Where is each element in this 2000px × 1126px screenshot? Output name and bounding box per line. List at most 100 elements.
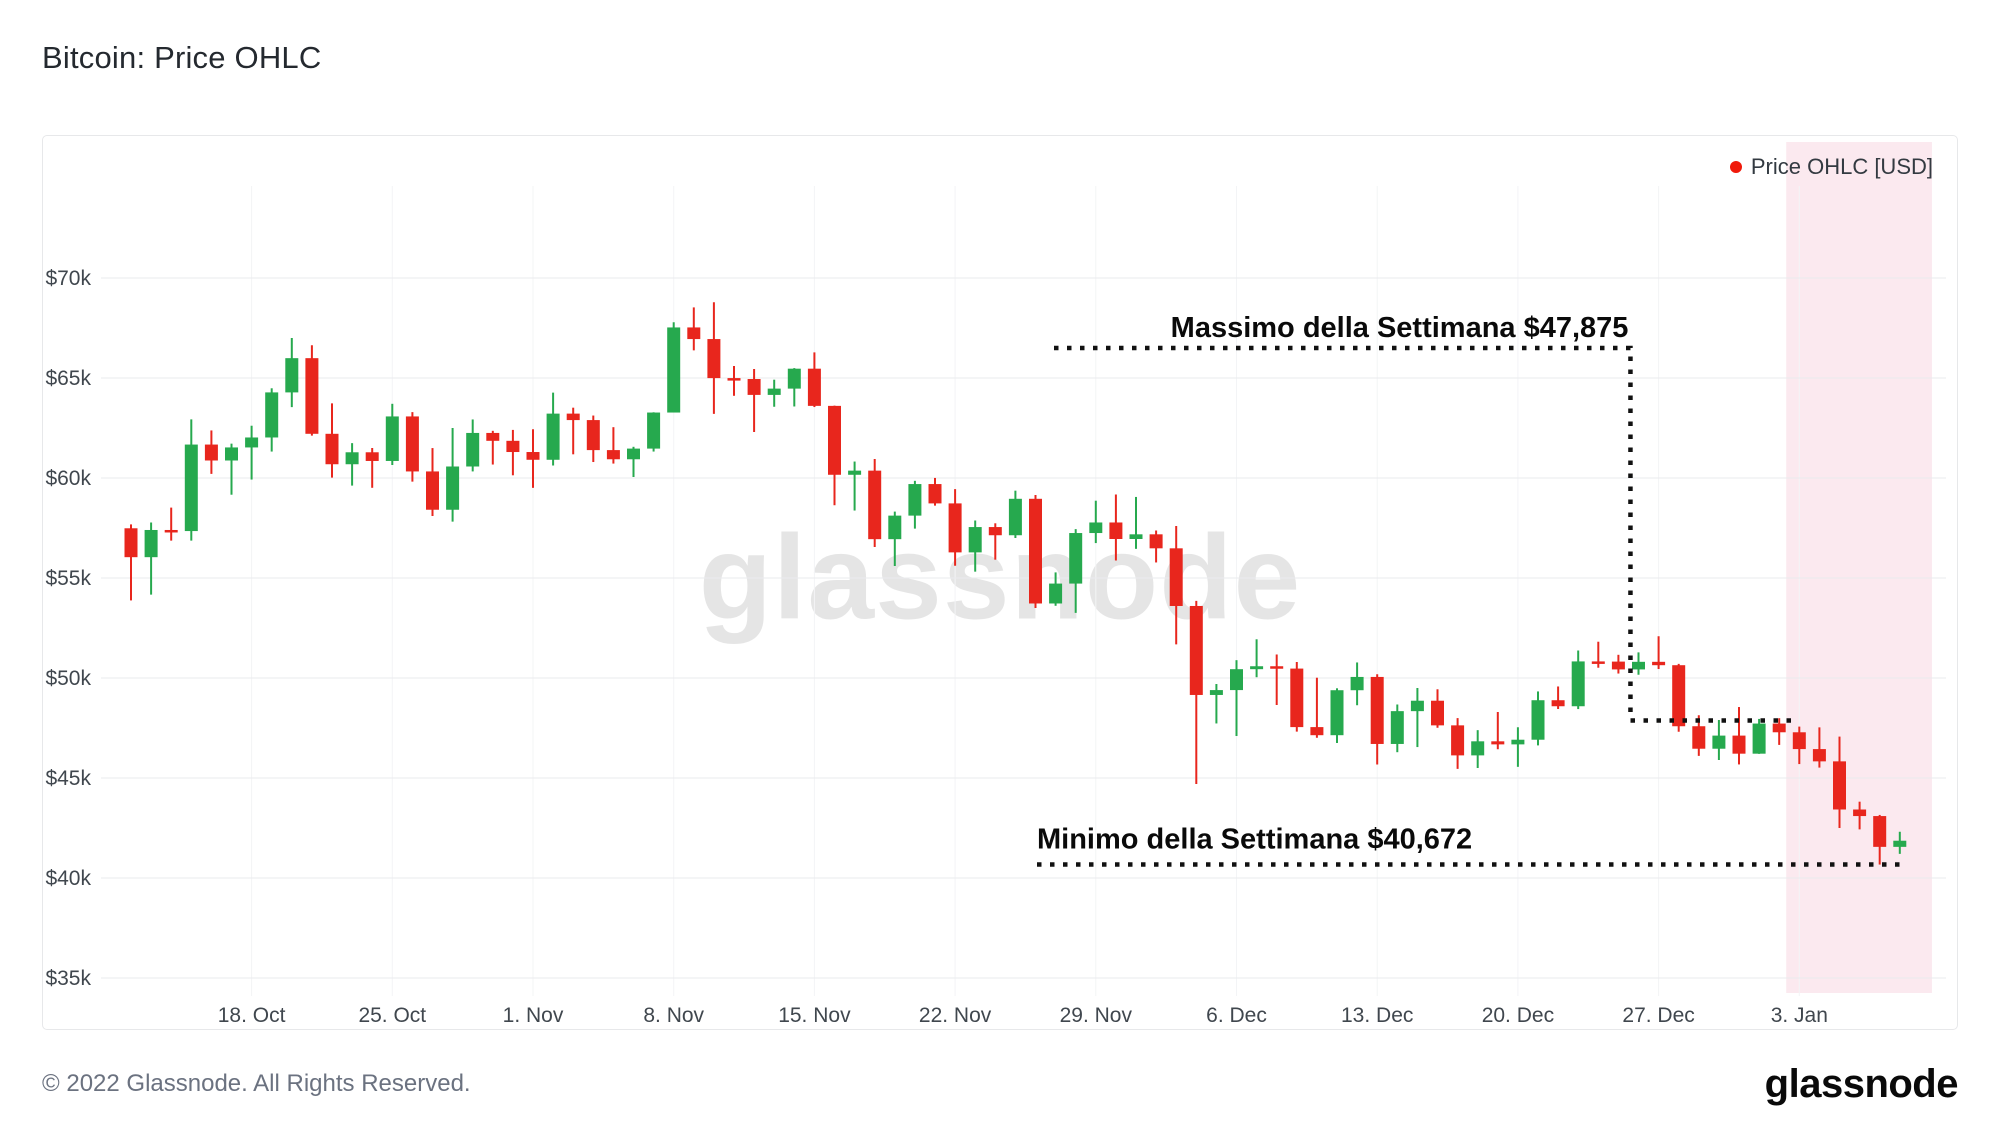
- candle-body[interactable]: [405, 416, 419, 472]
- candle-body[interactable]: [526, 452, 540, 460]
- candle-body[interactable]: [486, 432, 500, 441]
- candle-body[interactable]: [1049, 583, 1063, 604]
- candle-body[interactable]: [1149, 534, 1163, 549]
- highlight-week-band: [1786, 142, 1932, 993]
- candle-body[interactable]: [908, 484, 922, 516]
- candle-body[interactable]: [546, 413, 560, 460]
- candle-body[interactable]: [225, 447, 238, 461]
- candle-body[interactable]: [1772, 723, 1786, 733]
- candle-body[interactable]: [1873, 816, 1887, 847]
- candle-body[interactable]: [345, 452, 359, 465]
- candle-body[interactable]: [1129, 534, 1143, 539]
- candle-body[interactable]: [446, 466, 460, 510]
- max-week-annotation-label: Massimo della Settimana $47,875: [1171, 312, 1629, 344]
- candle-body[interactable]: [1451, 725, 1465, 756]
- candle-body[interactable]: [1853, 809, 1867, 817]
- y-axis-tick-label: $45k: [45, 767, 91, 790]
- candle-body[interactable]: [1752, 723, 1766, 754]
- candle-body[interactable]: [667, 327, 681, 413]
- candle-body[interactable]: [1230, 669, 1243, 691]
- candle-body[interactable]: [1109, 522, 1123, 539]
- candle-body[interactable]: [747, 379, 761, 395]
- y-axis-tick-label: $70k: [45, 267, 91, 290]
- candle-body[interactable]: [144, 529, 158, 558]
- candle-body[interactable]: [1290, 668, 1304, 728]
- candle-body[interactable]: [1410, 700, 1424, 712]
- candle-body[interactable]: [1209, 690, 1223, 695]
- candle-body[interactable]: [1632, 661, 1645, 670]
- candle-body[interactable]: [828, 405, 841, 475]
- candle-body[interactable]: [968, 527, 982, 553]
- candle-body[interactable]: [1008, 498, 1022, 536]
- candle-body[interactable]: [606, 450, 620, 460]
- candle-body[interactable]: [1431, 700, 1444, 726]
- footer: © 2022 Glassnode. All Rights Reserved. g…: [42, 1058, 1959, 1110]
- candle-body[interactable]: [1672, 665, 1686, 727]
- candle-body[interactable]: [1792, 732, 1806, 750]
- candle-body[interactable]: [1089, 522, 1103, 534]
- candle-body[interactable]: [305, 358, 319, 434]
- candle-body[interactable]: [124, 528, 138, 558]
- candle-body[interactable]: [1551, 700, 1565, 707]
- min-week-annotation-label: Minimo della Settimana $40,672: [1037, 824, 1472, 856]
- candle-body[interactable]: [1531, 700, 1545, 740]
- candle-body[interactable]: [1732, 735, 1746, 754]
- candle-body[interactable]: [1270, 666, 1284, 669]
- candle-body[interactable]: [385, 416, 399, 461]
- candle-body[interactable]: [1350, 676, 1364, 691]
- candle-body[interactable]: [1833, 761, 1846, 810]
- candle-body[interactable]: [325, 433, 339, 465]
- candle-body[interactable]: [184, 444, 198, 532]
- candle-body[interactable]: [1491, 741, 1505, 745]
- candle-body[interactable]: [928, 484, 942, 504]
- candle-body[interactable]: [1390, 711, 1404, 744]
- candle-body[interactable]: [787, 368, 801, 389]
- candle-body[interactable]: [707, 339, 721, 379]
- candle-body[interactable]: [506, 440, 520, 453]
- candle-body[interactable]: [1471, 741, 1485, 756]
- candle-body[interactable]: [1330, 690, 1344, 736]
- candle-body[interactable]: [647, 412, 661, 449]
- candle-body[interactable]: [1310, 727, 1324, 736]
- candle-body[interactable]: [1250, 666, 1264, 670]
- candle-body[interactable]: [767, 388, 781, 395]
- candle-body[interactable]: [1591, 661, 1605, 664]
- candle-body[interactable]: [1370, 676, 1384, 744]
- candle-body[interactable]: [1611, 661, 1625, 670]
- candle-body[interactable]: [365, 452, 379, 461]
- x-axis-tick-label: 27. Dec: [1622, 1004, 1694, 1027]
- candle-body[interactable]: [848, 470, 862, 475]
- candle-body[interactable]: [285, 358, 299, 393]
- candle-body[interactable]: [1571, 661, 1585, 707]
- candle-body[interactable]: [164, 529, 178, 533]
- candle-body[interactable]: [627, 448, 640, 460]
- candle-body[interactable]: [566, 413, 580, 421]
- candle-body[interactable]: [466, 432, 480, 467]
- candle-body[interactable]: [687, 327, 701, 340]
- candle-body[interactable]: [1712, 735, 1726, 749]
- candle-body[interactable]: [426, 471, 439, 510]
- candle-body[interactable]: [1652, 661, 1666, 666]
- candle-body[interactable]: [1029, 498, 1042, 604]
- candle-body[interactable]: [807, 368, 821, 406]
- candle-body[interactable]: [1893, 840, 1907, 847]
- ohlc-chart[interactable]: 18. Oct 25. Oct 1. Nov 8. Nov 15. Nov 22. Nov…: [43, 136, 1957, 1029]
- candle-body[interactable]: [1069, 533, 1083, 584]
- candle-body[interactable]: [1692, 726, 1706, 749]
- candle-body[interactable]: [265, 392, 279, 438]
- candle-body[interactable]: [727, 378, 741, 381]
- candle-body[interactable]: [1169, 548, 1183, 606]
- candle-body[interactable]: [988, 527, 1002, 536]
- candle-body[interactable]: [888, 515, 902, 540]
- candle-body[interactable]: [204, 444, 218, 461]
- candle-body[interactable]: [948, 503, 962, 553]
- page-title: Bitcoin: Price OHLC: [42, 40, 322, 75]
- candle-body[interactable]: [1189, 605, 1203, 695]
- candle-body[interactable]: [1511, 739, 1525, 745]
- legend-item-price-ohlc[interactable]: Price OHLC [USD]: [1729, 154, 1933, 180]
- x-axis-tick-label: 8. Nov: [643, 1004, 704, 1027]
- candle-body[interactable]: [1812, 749, 1826, 762]
- candle-body[interactable]: [586, 420, 600, 451]
- candle-body[interactable]: [245, 437, 259, 448]
- candle-body[interactable]: [868, 470, 882, 540]
